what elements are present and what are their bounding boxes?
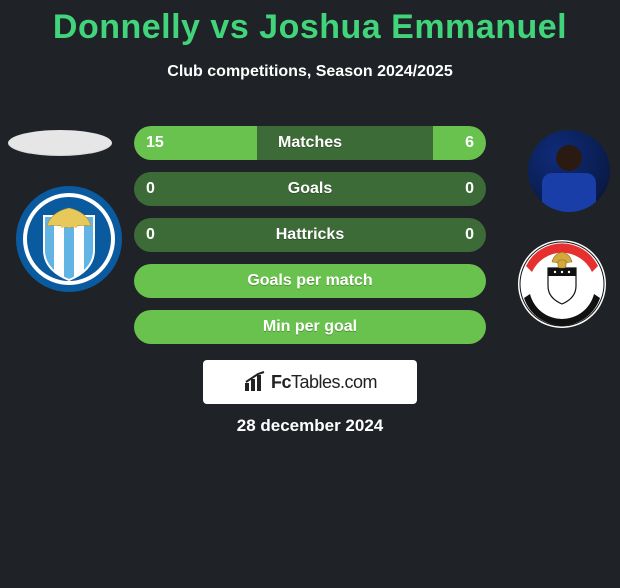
player-silhouette [542,145,596,212]
stat-label: Min per goal [263,318,357,336]
brand-text: FcTables.com [271,372,377,393]
stat-rows: 15 Matches 6 0 Goals 0 0 Hattricks 0 Goa… [134,126,486,344]
page-title: Donnelly vs Joshua Emmanuel [0,8,620,47]
stat-row-mpg: Min per goal [134,310,486,344]
stat-left-value: 0 [146,226,155,244]
date-text: 28 december 2024 [237,416,384,436]
player-left-placeholder [8,130,112,156]
stat-label: Matches [278,134,342,152]
stat-row-hattricks: 0 Hattricks 0 [134,218,486,252]
stat-right-value: 0 [465,180,474,198]
stat-row-gpm: Goals per match [134,264,486,298]
stat-left-value: 0 [146,180,155,198]
stat-row-matches: 15 Matches 6 [134,126,486,160]
club-badge-left [16,186,122,292]
stat-right-value: 0 [465,226,474,244]
brand-post: Tables.com [291,372,377,392]
stat-label: Goals per match [247,272,372,290]
brand-pre: Fc [271,372,291,392]
club-badge-right [518,240,606,328]
stat-label: Hattricks [276,226,344,244]
subtitle: Club competitions, Season 2024/2025 [0,63,620,81]
fctables-logo-plate: FcTables.com [203,360,417,404]
stat-row-goals: 0 Goals 0 [134,172,486,206]
stat-right-value: 6 [465,134,474,152]
stat-fill-right [433,126,486,160]
stat-label: Goals [288,180,332,198]
stat-left-value: 15 [146,134,164,152]
bars-icon [243,371,267,393]
player-right-photo [528,130,610,212]
